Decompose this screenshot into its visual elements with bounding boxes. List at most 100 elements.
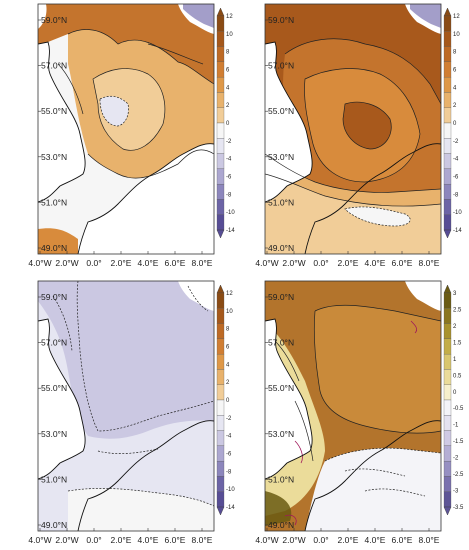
colorbar-segment bbox=[443, 46, 452, 63]
lon-tick-label: 2.0°W bbox=[282, 258, 305, 268]
colorbar-segment bbox=[216, 369, 225, 385]
colorbar-tick-label: -3.5 bbox=[453, 505, 464, 511]
colorbar-segment bbox=[216, 138, 225, 154]
land-uk bbox=[38, 319, 86, 479]
lon-tick-label: 0.0° bbox=[86, 258, 101, 268]
lon-tick-label: 8.0°E bbox=[192, 535, 213, 545]
colorbar-segment bbox=[216, 338, 225, 355]
lon-tick-label: 4.0°E bbox=[365, 258, 386, 268]
colorbar-segment bbox=[443, 399, 452, 416]
colorbar-segment bbox=[443, 92, 452, 108]
field-main-2 bbox=[77, 281, 214, 431]
colorbars: 121086420-2-4-6-8-10-14121086420-2-4-6-8… bbox=[216, 7, 464, 516]
colorbar-tick-label: 10 bbox=[226, 309, 233, 315]
lon-tick-label: 4.0°E bbox=[365, 535, 386, 545]
colorbar-tick-label: -8 bbox=[226, 469, 232, 475]
lon-tick-label: 6.0°E bbox=[165, 258, 186, 268]
colorbar-tick-label: 2 bbox=[453, 103, 457, 109]
colorbar-tick-label: 4 bbox=[453, 85, 457, 91]
colorbar-segment bbox=[216, 61, 225, 78]
colorbar-tick-label: 4 bbox=[226, 85, 230, 91]
panel-top-right bbox=[264, 3, 442, 255]
colorbar-tick-label: 2 bbox=[226, 103, 230, 109]
colorbar-cap-bottom bbox=[443, 229, 452, 239]
lon-tick-label: 2.0°E bbox=[111, 535, 132, 545]
field-south-coast bbox=[38, 228, 78, 254]
colorbar-segment bbox=[443, 61, 452, 78]
axes-layer: 59.0°N 57.0°N 55.0°N 53.0°N 51.0°N 49.0°N 4.0°… bbox=[28, 15, 439, 545]
colorbar-tick-label: -14 bbox=[226, 228, 235, 234]
colorbar-segment bbox=[443, 369, 452, 385]
lat-tick-label: 49.0°N bbox=[268, 243, 294, 253]
colorbar-tick-label: 1.5 bbox=[453, 340, 462, 346]
colorbar-segment bbox=[443, 76, 452, 93]
colorbar-tick-label: -14 bbox=[226, 505, 235, 511]
lon-tick-label: 4.0°E bbox=[138, 258, 159, 268]
lon-tick-label: 6.0°E bbox=[392, 535, 413, 545]
land-continent bbox=[78, 143, 214, 254]
colorbar-tick-label: -1 bbox=[453, 423, 459, 429]
colorbar-segment bbox=[443, 107, 452, 124]
colorbar-segment bbox=[216, 476, 225, 492]
lat-tick-label: 57.0°N bbox=[41, 61, 67, 71]
colorbar-segment bbox=[216, 183, 225, 200]
lat-tick-label: 49.0°N bbox=[268, 520, 294, 530]
colorbar-tick-label: -8 bbox=[226, 192, 232, 198]
colorbar-segment bbox=[443, 476, 452, 492]
lat-tick-label: 49.0°N bbox=[41, 520, 67, 530]
land-uk bbox=[265, 319, 313, 479]
colorbar-tick-label: -6 bbox=[453, 175, 459, 181]
colorbar-tick-label: 8 bbox=[226, 50, 230, 56]
colorbar-cap-top bbox=[216, 284, 225, 294]
colorbar-tick-label: 8 bbox=[226, 327, 230, 333]
lat-tick-label: 59.0°N bbox=[268, 292, 294, 302]
colorbar-segment bbox=[443, 445, 452, 462]
colorbar-tick-label: -2 bbox=[226, 416, 232, 422]
colorbar-segment bbox=[216, 491, 225, 508]
colorbar-tick-label: 10 bbox=[226, 32, 233, 38]
colorbar-tick-label: -6 bbox=[226, 452, 232, 458]
lon-tick-label: 0.0° bbox=[86, 535, 101, 545]
colorbar-tick-label: 2 bbox=[453, 324, 457, 330]
contours bbox=[52, 281, 214, 507]
colorbar-bottom-right: 3 2.5 2 1.5 1 0.5 0 -0.5 -1 -1.5 -2 -2.5 -3 -3.5 bbox=[443, 284, 464, 516]
field-band3-core bbox=[343, 102, 392, 149]
colorbar-segment bbox=[216, 199, 225, 215]
colorbar-segment bbox=[216, 153, 225, 170]
lat-tick-label: 53.0°N bbox=[268, 429, 294, 439]
colorbar-tick-label: -6 bbox=[226, 175, 232, 181]
colorbar-tick-label: 4 bbox=[226, 362, 230, 368]
colorbar-segment bbox=[216, 308, 225, 324]
lat-tick-label: 57.0°N bbox=[41, 338, 67, 348]
colorbar-segment bbox=[443, 183, 452, 200]
field-channel bbox=[345, 206, 411, 226]
colorbar-segment bbox=[443, 138, 452, 154]
lat-tick-label: 49.0°N bbox=[41, 243, 67, 253]
colorbar-segment bbox=[216, 76, 225, 93]
lon-tick-label: 4.0°W bbox=[28, 258, 51, 268]
lon-tick-label: 2.0°W bbox=[55, 535, 78, 545]
colorbar-tick-label: 2 bbox=[226, 380, 230, 386]
lat-tick-label: 53.0°N bbox=[41, 152, 67, 162]
colorbar-segment bbox=[216, 31, 225, 47]
colorbar-tick-label: -10 bbox=[226, 487, 235, 493]
lat-tick-label: 51.0°N bbox=[41, 474, 67, 484]
colorbar-tick-label: -4 bbox=[226, 434, 232, 440]
lon-tick-label: 0.0° bbox=[313, 535, 328, 545]
lat-tick-label: 53.0°N bbox=[41, 429, 67, 439]
colorbar-tick-label: 12 bbox=[453, 14, 460, 20]
colorbar-tick-label: 6 bbox=[226, 345, 230, 351]
field-channel bbox=[68, 488, 214, 531]
colorbar-segment bbox=[216, 384, 225, 401]
colorbar-tick-label: 12 bbox=[226, 291, 233, 297]
lon-tick-label: 2.0°E bbox=[338, 258, 359, 268]
colorbar-segment bbox=[443, 15, 452, 32]
colorbar-segment bbox=[216, 415, 225, 431]
land-norway bbox=[178, 281, 214, 311]
lon-tick-label: 8.0°E bbox=[419, 535, 440, 545]
colorbar-tick-label: 0 bbox=[453, 121, 457, 127]
colorbar-segment bbox=[443, 199, 452, 215]
colorbar-segment bbox=[443, 415, 452, 431]
lon-tick-label: 2.0°W bbox=[282, 535, 305, 545]
